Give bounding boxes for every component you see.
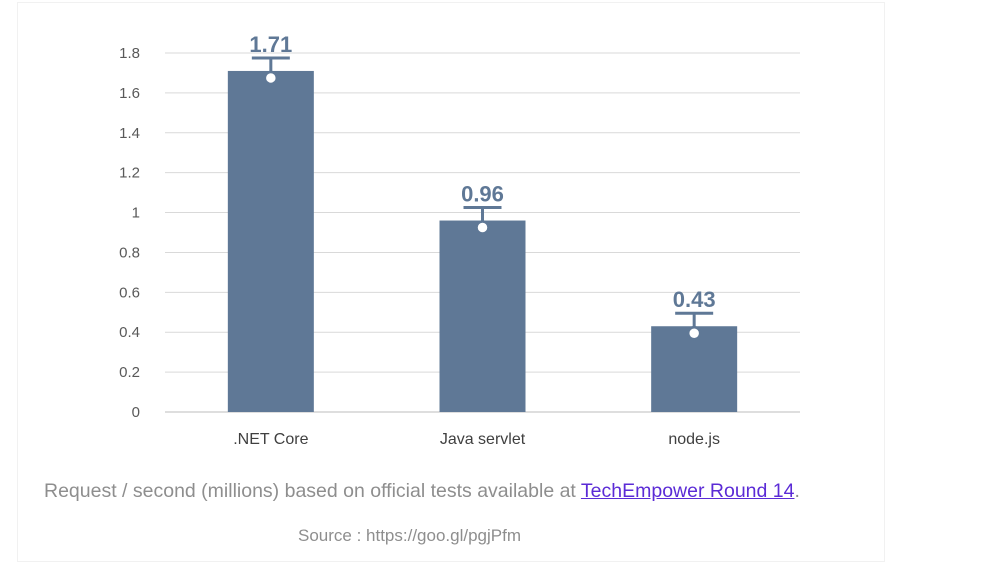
source-text: Source : https://goo.gl/pgjPfm <box>298 526 522 545</box>
caption-prefix: Request / second (millions) based on off… <box>44 480 581 502</box>
y-tick-label: 1.6 <box>119 85 140 102</box>
data-label: 0.96 <box>461 182 504 207</box>
techempower-link[interactable]: TechEmpower Round 14 <box>580 480 795 502</box>
y-axis-tick-labels: 0 0.2 0.4 0.6 0.8 1 1.2 1.4 1.6 1.8 <box>119 45 140 421</box>
value-markers <box>251 56 714 341</box>
data-label: 1.71 <box>249 32 292 57</box>
caption-suffix: . <box>794 480 800 502</box>
bar <box>439 220 526 412</box>
data-label: 0.43 <box>673 287 716 312</box>
y-tick-label: 0.4 <box>119 324 140 341</box>
y-tick-label: 0.2 <box>119 364 140 381</box>
y-tick-label: 1 <box>132 205 140 222</box>
value-marker <box>675 311 714 341</box>
chart-caption: Request / second (millions) based on off… <box>44 480 800 503</box>
y-tick-label: 1.8 <box>119 45 140 62</box>
y-tick-label: 0.8 <box>119 244 140 261</box>
y-tick-label: 0.6 <box>119 284 140 301</box>
bar <box>651 326 738 412</box>
bars <box>227 70 738 412</box>
y-tick-label: 1.2 <box>119 165 140 182</box>
bar <box>227 70 314 412</box>
y-tick-label: 0 <box>132 404 140 421</box>
bar-chart: 00.20.40.60.811.21.41.61.8 1.710.960.43 … <box>119 32 800 448</box>
value-marker <box>251 56 290 86</box>
x-axis-tick-labels: .NET Core Java servlet node.js <box>233 431 720 448</box>
x-tick-label: .NET Core <box>233 431 308 448</box>
x-tick-label: node.js <box>668 431 720 448</box>
y-tick-label: 1.4 <box>119 125 140 142</box>
data-labels: 1.71 0.96 0.43 <box>249 32 715 312</box>
x-tick-label: Java servlet <box>440 431 526 448</box>
value-marker <box>463 206 502 235</box>
